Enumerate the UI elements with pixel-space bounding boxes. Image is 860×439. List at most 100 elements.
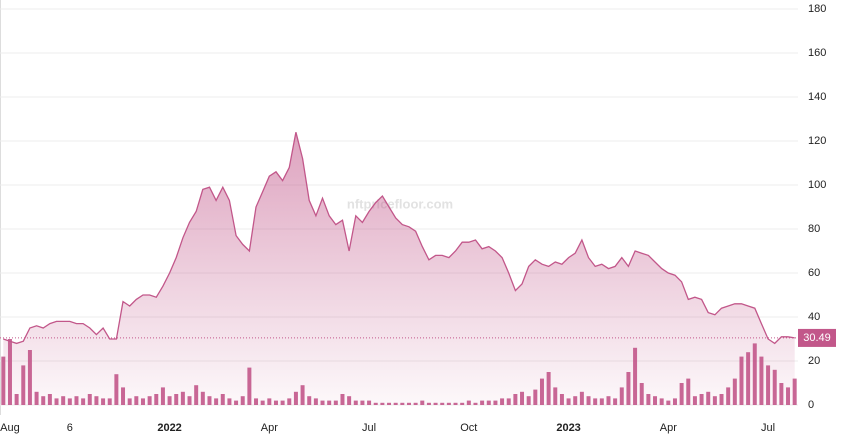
volume-bar xyxy=(127,398,132,405)
volume-bar xyxy=(194,385,199,405)
volume-bar xyxy=(406,402,411,405)
last-price-label: 30.49 xyxy=(803,332,831,344)
y-tick-label: 160 xyxy=(808,47,826,59)
y-tick-label: 0 xyxy=(808,399,814,411)
volume-bar xyxy=(154,394,159,405)
volume-bar xyxy=(327,400,332,405)
x-tick-label: Jul xyxy=(761,422,775,434)
volume-bar xyxy=(712,396,717,405)
volume-bar xyxy=(633,347,638,405)
volume-bar xyxy=(267,398,272,405)
volume-bar xyxy=(619,387,624,405)
y-tick-label: 100 xyxy=(808,179,826,191)
volume-bar xyxy=(240,396,245,405)
x-tick-label: 2022 xyxy=(157,422,181,434)
volume-bar xyxy=(413,402,418,405)
x-tick-label: Aug xyxy=(0,422,20,434)
volume-bar xyxy=(234,400,239,405)
volume-bar xyxy=(41,396,46,405)
volume-bar xyxy=(367,400,372,405)
volume-bar xyxy=(566,398,571,405)
watermark: nftpricefloor.com xyxy=(347,196,453,211)
volume-bar xyxy=(61,396,66,405)
x-tick-label: 6 xyxy=(67,422,73,434)
volume-bar xyxy=(200,391,205,405)
volume-bar xyxy=(47,394,52,405)
volume-bar xyxy=(214,398,219,405)
volume-bar xyxy=(300,385,305,405)
x-tick-label: Apr xyxy=(660,422,677,434)
volume-bar xyxy=(679,383,684,405)
volume-bar xyxy=(739,356,744,405)
volume-bar xyxy=(752,343,757,405)
volume-bar xyxy=(766,365,771,405)
volume-bar xyxy=(347,396,352,405)
volume-bar xyxy=(653,396,658,405)
volume-bar xyxy=(466,400,471,405)
volume-bar xyxy=(1,356,6,405)
volume-bar xyxy=(320,400,325,405)
volume-bar xyxy=(167,396,172,405)
volume-bar xyxy=(666,400,671,405)
volume-bar xyxy=(87,394,92,405)
volume-bar xyxy=(759,356,764,405)
volume-bar xyxy=(14,394,19,405)
volume-bar xyxy=(446,402,451,405)
volume-bar xyxy=(579,391,584,405)
last-price-box xyxy=(798,328,836,347)
volume-bar xyxy=(254,398,259,405)
volume-bar xyxy=(360,400,365,405)
volume-bar xyxy=(7,339,12,405)
volume-bar xyxy=(147,396,152,405)
volume-bar xyxy=(21,365,26,405)
volume-bar xyxy=(613,398,618,405)
volume-bar xyxy=(393,402,398,405)
volume-bar xyxy=(533,389,538,405)
volume-bar xyxy=(726,387,731,405)
volume-bar xyxy=(307,396,312,405)
volume-bar xyxy=(293,391,298,405)
volume-bar xyxy=(187,396,192,405)
volume-bar xyxy=(140,398,145,405)
volume-bar xyxy=(94,396,99,405)
volume-bar xyxy=(779,383,784,405)
volume-bar xyxy=(101,398,106,405)
area-fill xyxy=(3,132,795,405)
volume-bar xyxy=(174,394,179,405)
volume-bar xyxy=(513,394,518,405)
volume-bar xyxy=(786,387,791,405)
volume-bar xyxy=(400,402,405,405)
x-tick-label: Jul xyxy=(362,422,376,434)
volume-bar xyxy=(247,367,252,405)
volume-bar xyxy=(553,387,558,405)
volume-bar xyxy=(180,391,185,405)
volume-bar xyxy=(121,387,126,405)
x-tick-label: 2023 xyxy=(556,422,580,434)
x-tick-label: Oct xyxy=(460,422,477,434)
volume-bar xyxy=(559,394,564,405)
volume-bar xyxy=(420,400,425,405)
volume-bar xyxy=(387,402,392,405)
volume-bar xyxy=(340,394,345,405)
y-tick-label: 180 xyxy=(808,3,826,15)
volume-bar xyxy=(453,402,458,405)
volume-bar xyxy=(706,391,711,405)
volume-bar xyxy=(353,400,358,405)
volume-bar xyxy=(732,378,737,405)
volume-bar xyxy=(114,374,119,405)
y-tick-label: 40 xyxy=(808,311,820,323)
y-tick-label: 120 xyxy=(808,135,826,147)
volume-bar xyxy=(160,387,165,405)
volume-bar xyxy=(460,402,465,405)
volume-bar xyxy=(440,402,445,405)
volume-bar xyxy=(699,394,704,405)
volume-bar xyxy=(426,402,431,405)
volume-bar xyxy=(646,394,651,405)
volume-bar xyxy=(593,398,598,405)
x-tick-label: Apr xyxy=(261,422,278,434)
volume-bar xyxy=(772,369,777,405)
volume-bar xyxy=(546,372,551,405)
volume-bar xyxy=(606,396,611,405)
volume-bar xyxy=(373,402,378,405)
y-tick-label: 140 xyxy=(808,91,826,103)
